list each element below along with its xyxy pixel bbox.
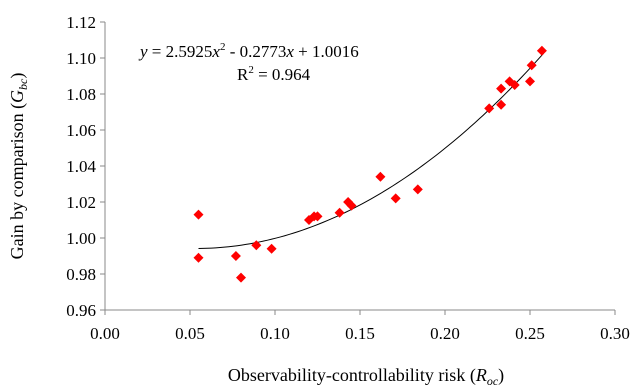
x-tick-label: 0.20 [430, 324, 460, 343]
trendline-equation: y = 2.5925x2 - 0.2773x + 1.0016 [138, 41, 359, 61]
y-tick-label: 1.00 [66, 229, 96, 248]
r-squared-label: R [237, 65, 249, 84]
x-axis-title-var: R [475, 365, 487, 385]
data-points [193, 45, 547, 283]
data-point [412, 184, 423, 195]
data-point [536, 45, 547, 56]
y-axis-title: Gain by comparison (Gbc) [7, 73, 30, 260]
data-point [193, 209, 204, 220]
data-point [526, 60, 537, 71]
trendline [198, 52, 544, 249]
data-point [312, 211, 323, 222]
y-ticks: 0.96 0.98 1.00 1.02 1.04 1.06 1.08 1.10 1.12 [66, 13, 105, 320]
r-squared: R2 = 0.964 [237, 64, 311, 84]
equation-part-1: = 2.5925 [148, 42, 213, 61]
x-axis-title-close: ) [498, 365, 504, 386]
data-point [266, 243, 277, 254]
data-point [509, 80, 520, 90]
data-point [346, 200, 357, 211]
data-point [375, 171, 386, 182]
y-tick-label: 1.06 [66, 121, 96, 140]
y-axis-title-main: Gain by comparison ( [7, 103, 28, 259]
y-axis-title-var: G [7, 90, 27, 103]
x-tick-label: 0.05 [175, 324, 205, 343]
x-tick-label: 0.10 [260, 324, 290, 343]
x-axis-title-main: Observability-controllability risk ( [228, 365, 476, 386]
equation-x-1: x [211, 42, 220, 61]
x-tick-label: 0.15 [345, 324, 375, 343]
data-point [334, 207, 345, 218]
x-tick-label: 0.25 [515, 324, 545, 343]
x-tick-label: 0.30 [600, 324, 630, 343]
y-tick-label: 1.02 [66, 193, 96, 212]
data-point [496, 99, 507, 110]
equation-y: y [138, 42, 148, 61]
x-tick-label: 0.00 [90, 324, 120, 343]
data-point [236, 272, 246, 283]
equation-x-2: x [285, 42, 294, 61]
equation-part-2: - 0.2773 [225, 42, 286, 61]
r-squared-exponent: 2 [248, 64, 254, 76]
r-squared-value: = 0.964 [254, 65, 311, 84]
data-point [230, 251, 241, 261]
data-point [251, 240, 262, 251]
data-point [193, 252, 204, 263]
axes [104, 22, 615, 311]
equation-exponent: 2 [220, 41, 226, 53]
y-tick-label: 1.08 [66, 85, 96, 104]
x-axis-title: Observability-controllability risk (Roc) [228, 365, 504, 387]
y-tick-label: 1.10 [66, 49, 96, 68]
data-point [496, 83, 507, 94]
data-point [390, 193, 401, 204]
data-point [525, 76, 535, 87]
equation-part-3: + 1.0016 [294, 42, 359, 61]
y-tick-label: 1.04 [66, 157, 96, 176]
y-tick-label: 0.98 [66, 265, 96, 284]
y-tick-label: 0.96 [66, 301, 96, 320]
y-axis-title-sub: bc [16, 78, 30, 90]
y-tick-label: 1.12 [66, 13, 96, 32]
data-point [484, 103, 495, 114]
x-ticks: 0.00 0.05 0.10 0.15 0.20 0.25 0.30 [90, 310, 630, 343]
x-axis-title-sub: oc [487, 374, 499, 387]
y-axis-title-close: ) [7, 73, 28, 79]
